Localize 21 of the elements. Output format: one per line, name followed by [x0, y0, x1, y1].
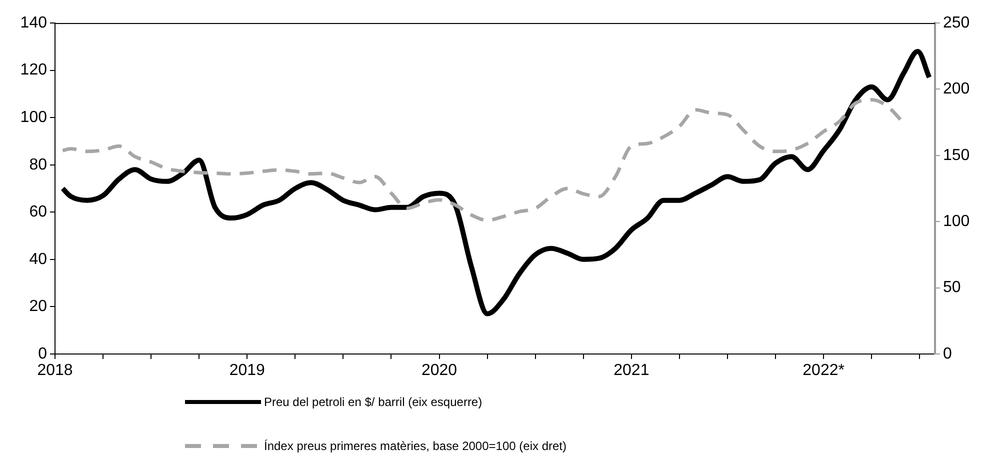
y2-tick-label: 200	[943, 80, 970, 98]
y-tick-label: 40	[29, 250, 48, 268]
x-tick-label: 2021	[614, 362, 650, 380]
x-tick-label: 2020	[421, 362, 458, 380]
legend-label: Índex preus primeres matèries, base 2000=100 (eix dret)	[264, 439, 566, 453]
x-tick-label: 2019	[229, 362, 266, 380]
y2-tick-label: 50	[943, 279, 961, 296]
y-tick-label: 100	[20, 108, 48, 126]
legend-label: Preu del petroli en $/ barril (eix esquerre)	[264, 395, 482, 409]
y-tick-label: 140	[20, 14, 48, 32]
y2-tick-label: 100	[943, 213, 970, 230]
x-tick-label: 2018	[37, 362, 73, 380]
y2-tick-label: 0	[943, 345, 952, 362]
x-tick-label: 2022*	[802, 362, 844, 380]
y-tick-label: 120	[20, 62, 48, 79]
y2-tick-label: 150	[943, 146, 970, 164]
y-tick-label: 20	[29, 298, 48, 316]
y-tick-label: 80	[29, 156, 48, 174]
y2-tick-label: 250	[943, 14, 970, 32]
y-tick-label: 60	[29, 204, 48, 221]
y-tick-label: 0	[38, 345, 48, 362]
